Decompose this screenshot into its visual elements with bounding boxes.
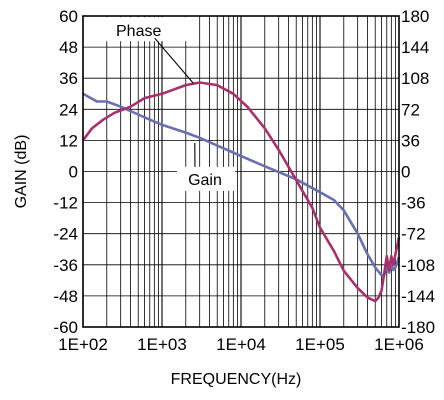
- y-tick-label: 0: [69, 163, 78, 182]
- y-tick-label: -12: [53, 194, 78, 213]
- y2-tick-label: -72: [401, 225, 426, 244]
- x-tick-label: 1E+04: [216, 335, 266, 354]
- y2-tick-label: -180: [401, 318, 435, 337]
- phase-annotation: Phase: [116, 23, 161, 40]
- y2-tick-label: 0: [401, 163, 410, 182]
- y-tick-label: 60: [59, 7, 78, 26]
- x-tick-label: 1E+06: [374, 335, 424, 354]
- y2-tick-label: 144: [401, 38, 429, 57]
- series-line-phase: [81, 81, 401, 303]
- y2-tick-label: 36: [401, 131, 420, 150]
- series-layer: [81, 81, 401, 303]
- y-tick-label: 36: [59, 69, 78, 88]
- gain-annotation: Gain: [188, 172, 222, 189]
- y2-tick-label: -144: [401, 287, 435, 306]
- y-tick-label: 24: [59, 100, 78, 119]
- y-tick-label: -60: [53, 318, 78, 337]
- y-tick-label: -48: [53, 287, 78, 306]
- y-tick-label: -36: [53, 256, 78, 275]
- y2-tick-label: 180: [401, 7, 429, 26]
- y2-tick-label: 72: [401, 100, 420, 119]
- left-axis-ticks: 60 48 36 24 12 0 -12 -24 -36 -48 -60: [53, 7, 78, 337]
- x-tick-label: 1E+05: [295, 335, 345, 354]
- y-tick-label: -24: [53, 225, 78, 244]
- phase-label-box: [92, 17, 187, 42]
- plot-frame: [82, 15, 400, 328]
- gain-label-box: [176, 166, 235, 191]
- annotation-layer: Phase Gain: [92, 17, 235, 191]
- y2-tick-label: -108: [401, 256, 435, 275]
- y2-tick-label: 108: [401, 69, 429, 88]
- x-tick-label: 1E+03: [137, 335, 187, 354]
- x-axis-ticks: 1E+02 1E+03 1E+04 1E+05 1E+06: [58, 335, 424, 354]
- x-tick-label: 1E+02: [58, 335, 108, 354]
- phase-leader-line: [154, 37, 194, 84]
- y-axis-title: GAIN (dB): [13, 135, 30, 209]
- y-tick-label: 48: [59, 38, 78, 57]
- x-axis-title: FREQUENCY(Hz): [171, 371, 302, 388]
- y2-tick-label: -36: [401, 194, 426, 213]
- right-axis-ticks: 180 144 108 72 36 0 -36 -72 -108 -144 -180: [401, 7, 435, 337]
- y-tick-label: 12: [59, 131, 78, 150]
